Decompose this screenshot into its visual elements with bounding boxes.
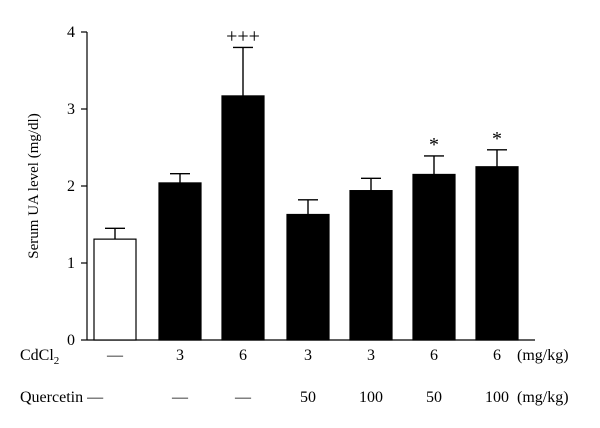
bar <box>222 96 264 340</box>
treatment-row-label: CdCl2 <box>20 347 59 367</box>
bar <box>413 174 455 340</box>
treatment-row-label-subscript: 2 <box>54 355 60 367</box>
bar <box>159 183 201 340</box>
bar <box>350 191 392 340</box>
treatment-dose-value: 50 <box>300 389 316 406</box>
treatment-dose-value: 3 <box>367 347 375 364</box>
chart-bars: +++ * * <box>94 25 518 340</box>
y-tick-label: 4 <box>67 24 75 41</box>
bar <box>287 214 329 340</box>
treatment-dose-value: 3 <box>304 347 312 364</box>
treatment-dose-value: 6 <box>239 347 247 364</box>
treatment-rows: CdCl2 — 3 6 3 3 6 6 (mg/kg) Quercetin — — — 50 100 50 1… <box>20 347 569 406</box>
y-tick-label: 1 <box>67 255 75 272</box>
treatment-dose-value: 50 <box>426 389 442 406</box>
y-tick-label: 2 <box>67 178 75 195</box>
significance-annotation: +++ <box>226 25 260 47</box>
treatment-dose-value: 3 <box>176 347 184 364</box>
significance-annotation: * <box>492 128 502 150</box>
bar <box>476 167 518 340</box>
bar <box>94 239 136 340</box>
treatment-dose-value: 6 <box>430 347 438 364</box>
treatment-dose-value: — <box>106 347 124 364</box>
significance-annotation: * <box>429 134 439 156</box>
y-tick-label: 0 <box>67 332 75 349</box>
treatment-dose-value: 6 <box>493 347 501 364</box>
treatment-unit-label: (mg/kg) <box>517 389 569 406</box>
treatment-dose-value: 100 <box>485 389 509 406</box>
treatment-unit-label: (mg/kg) <box>517 347 569 364</box>
treatment-dose-value: 100 <box>359 389 383 406</box>
treatment-dose-value: — <box>171 389 189 406</box>
y-tick-label: 3 <box>67 101 75 118</box>
treatment-dose-value: — <box>234 389 252 406</box>
treatment-row-label: Quercetin — <box>20 389 104 406</box>
y-axis-title: Serum UA level (mg/dl) <box>26 113 42 258</box>
